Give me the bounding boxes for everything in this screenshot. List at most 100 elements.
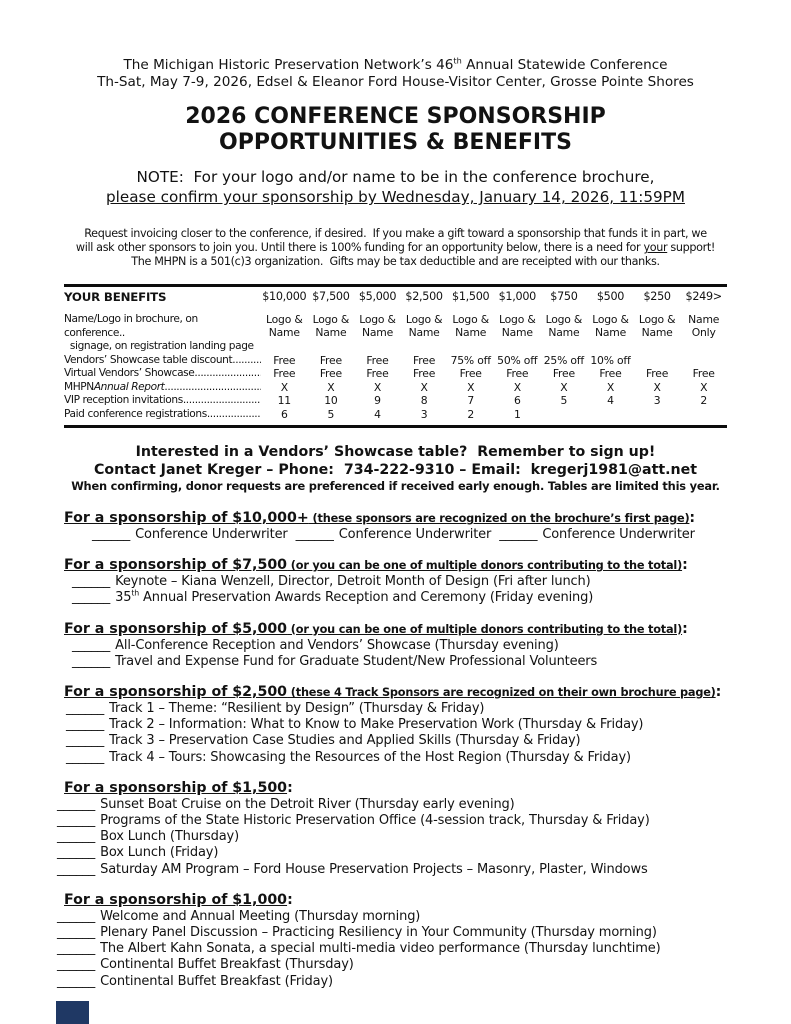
- section-1500: For a sponsorship of $1,500: ______ Sunse…: [57, 779, 727, 878]
- fill-in-blank[interactable]: ______: [57, 796, 96, 812]
- sponsorship-item: ______ Plenary Panel Discussion – Practic…: [57, 925, 657, 941]
- page-title-line2: OPPORTUNITIES & BENEFITS: [219, 130, 572, 155]
- benefit-cell: Free: [273, 353, 296, 367]
- price-column-header: $249>: [685, 290, 723, 303]
- benefit-cell: Free: [506, 367, 529, 380]
- benefit-label: Vendors’ Showcase table discount........…: [64, 353, 261, 366]
- price-column-header: $1,500: [452, 290, 490, 303]
- benefits-header-row: YOUR BENEFITS $10,000 $7,500 $5,000 $2,5…: [64, 290, 727, 304]
- sponsorship-item: ______ 35th Annual Preservation Awards Re…: [72, 589, 594, 606]
- benefit-cell: 8: [420, 394, 428, 407]
- benefit-cell: X: [467, 380, 475, 394]
- fill-in-blank[interactable]: ______: [499, 527, 538, 542]
- benefit-row: MHPN Annual Report......................…: [64, 381, 727, 395]
- showcase-signup-line: Interested in a Vendors’ Showcase table?…: [135, 444, 656, 460]
- benefit-cell: Free: [552, 367, 575, 380]
- intro-line3: The MHPN is a 501(c)3 organization. Gift…: [131, 255, 660, 268]
- benefit-cell: Free: [413, 367, 436, 380]
- fill-in-blank[interactable]: ______: [66, 717, 105, 733]
- benefit-cell: X: [513, 380, 521, 394]
- section-heading: For a sponsorship of $1,000:: [64, 891, 293, 908]
- deadline-note-line2: please confirm your sponsorship by Wedne…: [106, 188, 685, 206]
- benefit-cell: Logo & Name: [312, 313, 350, 339]
- fill-in-blank[interactable]: ______: [66, 749, 105, 765]
- fill-in-blank[interactable]: ______: [72, 653, 111, 669]
- benefit-cell: Free: [646, 367, 669, 380]
- ordinal-superscript: th: [131, 589, 140, 599]
- benefit-cell: Logo & Name: [499, 313, 536, 339]
- page-title: 2026 CONFERENCE SPONSORSHIP OPPORTUNITIE…: [64, 104, 727, 156]
- benefit-label: Name/Logo in brochure, on conference.. s…: [64, 313, 254, 352]
- benefit-cell: Free: [319, 353, 342, 367]
- price-column-header: $5,000: [358, 290, 397, 303]
- price-column-header: $10,000: [262, 290, 307, 303]
- benefit-cell: 5: [560, 394, 568, 407]
- benefit-cell: 10% off: [590, 353, 631, 367]
- section-heading: For a sponsorship of $5,000 (or you can …: [64, 620, 688, 637]
- sponsorship-item: ______ Continental Buffet Breakfast (Frid…: [57, 973, 333, 989]
- fill-in-blank[interactable]: ______: [72, 574, 111, 590]
- section-heading: For a sponsorship of $7,500 (or you can …: [64, 557, 688, 574]
- benefit-cell: 2: [700, 394, 708, 407]
- sponsorship-item: ______ Box Lunch (Friday): [57, 845, 219, 861]
- benefit-cell: Logo & Name: [545, 313, 583, 339]
- fill-in-blank[interactable]: ______: [72, 590, 111, 606]
- intro-line2: will ask other sponsors to join you. Unt…: [75, 241, 716, 254]
- confirming-note-line: When confirming, donor requests are pref…: [71, 479, 720, 493]
- vendors-showcase-contact: Interested in a Vendors’ Showcase table?…: [64, 443, 727, 494]
- fill-in-blank[interactable]: ______: [57, 845, 96, 861]
- fill-in-blank[interactable]: ______: [57, 941, 96, 957]
- fill-in-blank[interactable]: ______: [57, 957, 96, 973]
- benefit-cell: 5: [327, 407, 335, 421]
- price-column-header: $2,500: [405, 290, 443, 303]
- fill-in-blank[interactable]: ______: [57, 829, 96, 845]
- benefit-cell: X: [700, 380, 708, 394]
- sponsorship-item: ______ Continental Buffet Breakfast (Thur…: [57, 957, 354, 973]
- fill-in-blank[interactable]: ______: [92, 527, 131, 542]
- fill-in-blank[interactable]: ______: [57, 813, 96, 829]
- benefit-cell: 10: [324, 394, 338, 407]
- sponsorship-item: ______ Sunset Boat Cruise on the Detroit …: [57, 796, 515, 812]
- benefits-header-label: YOUR BENEFITS: [64, 290, 167, 304]
- emphasized-your: your: [643, 241, 668, 254]
- benefit-cell: Free: [692, 367, 715, 380]
- benefit-cell: Logo & Name: [592, 313, 629, 339]
- fill-in-blank[interactable]: ______: [57, 908, 96, 924]
- benefit-cell: 3: [420, 407, 428, 421]
- conference-name-text: The Michigan Historic Preservation Netwo…: [123, 57, 454, 73]
- benefit-cell: Logo & Name: [638, 313, 676, 339]
- sponsorship-item: ______ Track 4 – Tours: Showcasing the Re…: [66, 749, 631, 765]
- benefit-cell: 50% off: [497, 353, 538, 367]
- sponsorship-item: ______ Welcome and Annual Meeting (Thursd…: [57, 908, 421, 924]
- page-title-line1: 2026 CONFERENCE SPONSORSHIP: [185, 104, 606, 129]
- deadline-note: NOTE: For your logo and/or name to be in…: [64, 167, 727, 207]
- section-heading: For a sponsorship of $1,500:: [64, 779, 293, 796]
- benefit-cell: Logo & Name: [359, 313, 396, 339]
- price-column-header: $250: [643, 290, 671, 303]
- benefit-cell: 4: [607, 394, 614, 407]
- benefit-cell: Free: [459, 367, 482, 380]
- benefit-cell: 25% off: [543, 353, 585, 367]
- fill-in-blank[interactable]: ______: [66, 733, 105, 749]
- benefit-cell: 11: [277, 394, 292, 407]
- sponsorship-item: ______ All-Conference Reception and Vendo…: [72, 637, 559, 653]
- fill-in-blank[interactable]: ______: [295, 527, 334, 542]
- section-10000: For a sponsorship of $10,000+ (these spo…: [64, 510, 727, 543]
- page-corner-marker: [56, 1001, 89, 1024]
- benefit-cell: 2: [467, 407, 475, 421]
- benefit-cell: 9: [374, 394, 381, 407]
- benefit-cell: 6: [513, 394, 521, 407]
- fill-in-blank[interactable]: ______: [72, 637, 111, 653]
- benefit-cell: X: [373, 380, 382, 394]
- sponsorship-item: ______ Track 2 – Information: What to Kno…: [66, 717, 644, 733]
- benefit-row: VIP reception invitations...............…: [64, 394, 727, 408]
- benefit-cell: Logo & Name: [452, 313, 489, 339]
- fill-in-blank[interactable]: ______: [57, 973, 96, 989]
- benefit-cell: Free: [273, 367, 296, 380]
- fill-in-blank[interactable]: ______: [66, 701, 105, 717]
- benefit-label: MHPN Annual Report......................…: [64, 380, 261, 393]
- deadline-note-line1: NOTE: For your logo and/or name to be in…: [136, 168, 655, 186]
- fill-in-blank[interactable]: ______: [57, 861, 96, 877]
- benefit-label: VIP reception invitations...............…: [64, 394, 261, 406]
- fill-in-blank[interactable]: ______: [57, 925, 96, 941]
